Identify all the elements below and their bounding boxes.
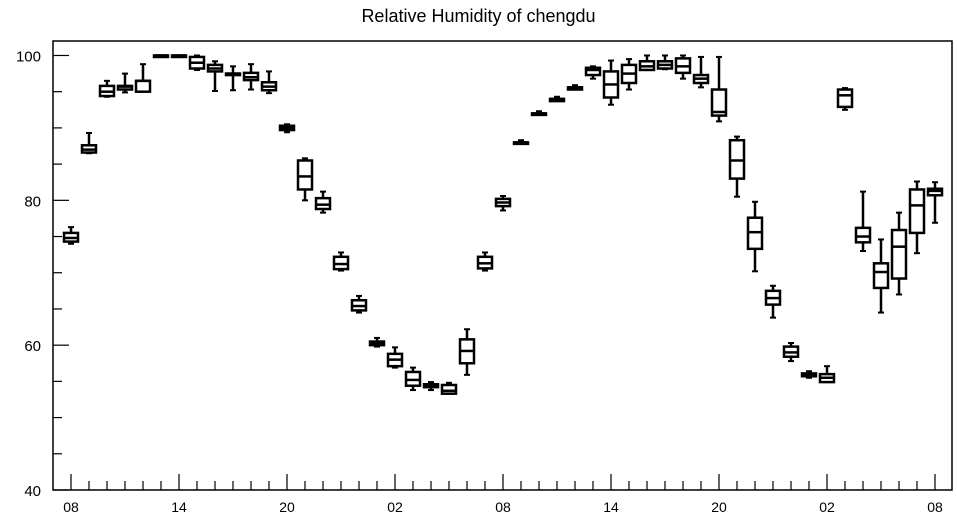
box-mark	[386, 346, 404, 369]
box-mark	[728, 135, 746, 198]
box-mark	[494, 194, 512, 212]
y-tick-label: 60	[24, 338, 41, 355]
box-mark	[314, 190, 332, 214]
box-mark	[458, 328, 476, 376]
chart-title: Relative Humidity of chengdu	[361, 6, 596, 26]
box-mark	[656, 54, 674, 71]
box-body	[836, 88, 854, 109]
x-tick-label: 14	[171, 499, 187, 515]
box-mark	[674, 54, 692, 80]
box-mark	[332, 251, 350, 272]
x-tick-label: 02	[387, 499, 403, 515]
box-mark	[116, 72, 134, 94]
box-mark	[260, 70, 278, 95]
box-mark	[440, 381, 458, 395]
axes-group: 40 60 80 100 08 14 20 02 08 14 20 02 08	[16, 40, 953, 515]
x-tick-label: 20	[711, 499, 727, 515]
box-mark	[548, 95, 566, 103]
box-mark	[134, 63, 152, 93]
box-mark	[872, 238, 890, 314]
box-mark	[602, 59, 620, 106]
box-mark	[530, 110, 548, 117]
box-mark	[908, 180, 926, 255]
y-tick-label: 40	[24, 483, 41, 500]
box-mark	[746, 200, 764, 273]
box-mark	[512, 139, 530, 146]
box-mark	[278, 123, 296, 134]
box-mark	[620, 58, 638, 91]
y-tick-label: 100	[16, 48, 41, 65]
box-body	[296, 159, 314, 191]
x-tick-label: 08	[63, 499, 79, 515]
box-mark	[800, 370, 818, 379]
box-body	[890, 228, 908, 280]
box-mark	[242, 63, 260, 91]
box-mark	[206, 60, 224, 92]
box-mark	[80, 131, 98, 155]
box-body	[440, 383, 458, 395]
box-body	[908, 188, 926, 235]
box-mark	[404, 366, 422, 392]
box-mark	[566, 84, 584, 91]
box-body	[854, 226, 872, 244]
x-tick-label: 20	[279, 499, 295, 515]
boxes-group	[62, 54, 944, 395]
box-mark	[296, 157, 314, 202]
box-mark	[926, 181, 944, 224]
y-tick-label: 80	[24, 193, 41, 210]
box-mark	[890, 211, 908, 296]
box-body	[872, 262, 890, 290]
box-mark	[782, 341, 800, 363]
box-mark	[854, 190, 872, 253]
box-body	[710, 88, 728, 117]
box-mark	[710, 55, 728, 123]
box-mark	[98, 79, 116, 98]
box-mark	[152, 54, 170, 59]
box-mark	[836, 87, 854, 111]
box-mark	[224, 65, 242, 92]
box-mark	[368, 336, 386, 348]
box-mark	[188, 54, 206, 71]
x-tick-label: 08	[927, 499, 943, 515]
x-tick-label: 08	[495, 499, 511, 515]
box-mark	[692, 55, 710, 89]
box-mark	[422, 381, 440, 392]
box-mark	[764, 284, 782, 319]
box-mark	[584, 65, 602, 80]
box-mark	[350, 294, 368, 314]
plot-frame	[52, 40, 953, 491]
box-mark	[62, 226, 80, 245]
box-mark	[476, 251, 494, 272]
x-tick-label: 14	[603, 499, 619, 515]
box-body	[584, 66, 602, 77]
box-body	[134, 79, 152, 93]
box-mark	[818, 365, 836, 384]
box-mark	[170, 54, 188, 59]
x-tick-label: 02	[819, 499, 835, 515]
box-mark	[638, 54, 656, 72]
